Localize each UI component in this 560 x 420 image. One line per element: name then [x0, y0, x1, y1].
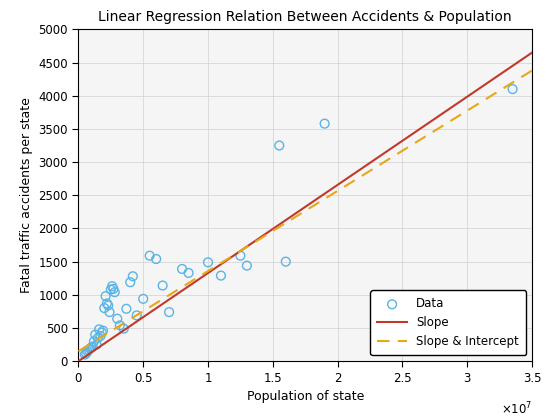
- Data: [110, 289, 119, 296]
- Text: $\times10^7$: $\times10^7$: [501, 401, 532, 417]
- Data: [86, 345, 95, 352]
- Data: [320, 120, 329, 127]
- Data: [132, 312, 141, 319]
- Data: [217, 272, 226, 279]
- Data: [106, 286, 115, 293]
- Data: [109, 286, 118, 292]
- Data: [158, 282, 167, 289]
- Data: [122, 305, 131, 312]
- Data: [82, 350, 91, 357]
- Data: [102, 300, 111, 307]
- Data: [242, 262, 251, 269]
- Data: [87, 344, 96, 351]
- Data: [81, 351, 90, 358]
- Data: [90, 338, 99, 345]
- Data: [113, 315, 122, 322]
- Data: [508, 86, 517, 92]
- Data: [145, 252, 154, 259]
- Data: [91, 331, 100, 338]
- Data: [119, 326, 128, 332]
- Data: [128, 273, 137, 280]
- Data: [126, 279, 135, 286]
- Data: [165, 309, 174, 315]
- Data: [281, 258, 290, 265]
- Data: [275, 142, 284, 149]
- Data: [83, 348, 92, 354]
- Data: [203, 259, 212, 266]
- Data: [101, 293, 110, 299]
- Title: Linear Regression Relation Between Accidents & Population: Linear Regression Relation Between Accid…: [99, 10, 512, 24]
- Data: [115, 322, 124, 329]
- Data: [99, 327, 108, 334]
- Data: [105, 309, 114, 315]
- Legend: Data, Slope, Slope & Intercept: Data, Slope, Slope & Intercept: [370, 290, 526, 355]
- Data: [94, 335, 102, 341]
- Y-axis label: Fatal traffic accidents per state: Fatal traffic accidents per state: [20, 97, 33, 293]
- Data: [97, 329, 106, 336]
- Data: [92, 341, 101, 348]
- X-axis label: Population of state: Population of state: [246, 390, 364, 403]
- Data: [88, 343, 97, 350]
- Data: [104, 302, 113, 309]
- Data: [178, 265, 186, 272]
- Data: [139, 295, 148, 302]
- Data: [85, 346, 94, 353]
- Data: [100, 305, 109, 312]
- Data: [95, 326, 104, 333]
- Data: [184, 270, 193, 276]
- Data: [96, 333, 105, 339]
- Data: [236, 252, 245, 259]
- Data: [152, 256, 161, 262]
- Data: [108, 283, 116, 289]
